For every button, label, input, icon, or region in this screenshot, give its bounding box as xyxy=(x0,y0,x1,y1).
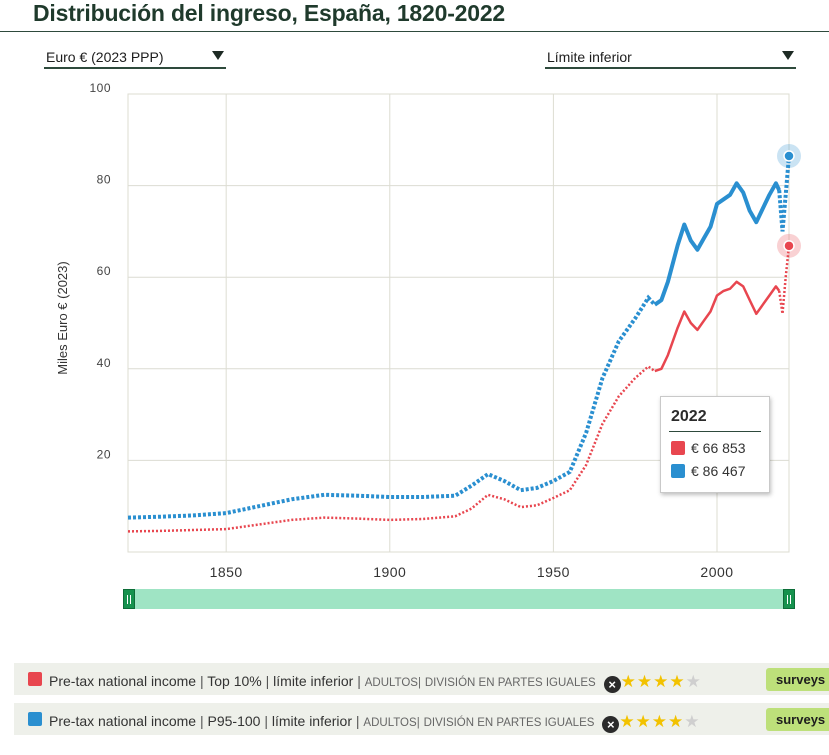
range-end-handle[interactable] xyxy=(783,589,795,609)
y-tick-label: 20 xyxy=(97,447,111,461)
legend-measure: límite inferior xyxy=(271,713,352,729)
y-tick-label: 100 xyxy=(89,81,111,95)
quality-rating-stars: ★★★★★ xyxy=(619,712,701,731)
measure-dropdown[interactable]: Límite inferior xyxy=(545,44,796,69)
unit-dropdown-label: Euro € (2023 PPP) xyxy=(46,49,164,65)
chevron-down-icon xyxy=(782,51,794,60)
tooltip-divider xyxy=(669,431,761,432)
legend-row[interactable]: Pre-tax national income | Top 10% | lími… xyxy=(14,663,829,695)
time-range-slider[interactable] xyxy=(123,589,795,609)
title-bar: Distribución del ingreso, España, 1820-2… xyxy=(0,0,829,32)
y-tick-label: 80 xyxy=(97,173,111,187)
series-line-solid xyxy=(653,181,782,307)
source-tag[interactable]: surveys a xyxy=(766,668,829,691)
legend-row[interactable]: Pre-tax national income | P95-100 | lími… xyxy=(14,703,829,735)
legend-group: Top 10% xyxy=(207,673,262,689)
legend-text: Pre-tax national income | Top 10% | lími… xyxy=(49,672,702,693)
legend-split: DIVISIÓN EN PARTES IGUALES xyxy=(423,717,595,729)
y-axis-label: Miles Euro € (2023) xyxy=(55,261,70,374)
series-endpoint-marker xyxy=(783,150,795,162)
series-line-dotted xyxy=(777,155,791,232)
legend-split: DIVISIÓN EN PARTES IGUALES xyxy=(424,677,596,689)
y-tick-label: 60 xyxy=(97,264,111,278)
tooltip-value-p95: € 86 467 xyxy=(691,463,746,479)
unit-dropdown[interactable]: Euro € (2023 PPP) xyxy=(44,44,226,69)
series-line-dotted xyxy=(127,294,657,520)
legend-series-name: Pre-tax national income xyxy=(49,713,197,729)
tooltip-value-top10: € 66 853 xyxy=(691,440,746,456)
remove-series-icon[interactable]: × xyxy=(603,676,621,693)
range-start-handle[interactable] xyxy=(123,589,135,609)
legend-measure: límite inferior xyxy=(273,673,354,689)
x-tick-label: 2000 xyxy=(700,564,733,580)
line-chart: 20 40 60 80 100 1850 1900 1950 2000 Miles Euro € … xyxy=(55,81,801,580)
tooltip-row-p95: € 86 467 xyxy=(671,463,746,479)
x-tick-label: 1900 xyxy=(373,564,406,580)
series-line-dotted xyxy=(777,245,791,314)
legend-population: ADULTOS xyxy=(363,717,417,729)
series-endpoint-marker xyxy=(783,240,795,252)
legend-series-name: Pre-tax national income xyxy=(49,673,197,689)
page-title: Distribución del ingreso, España, 1820-2… xyxy=(33,0,506,26)
y-tick-label: 40 xyxy=(97,356,111,370)
series-color-swatch xyxy=(671,441,685,455)
source-tag[interactable]: surveys a xyxy=(766,708,829,731)
series-line-solid xyxy=(654,280,781,373)
chart-tooltip: 2022 € 66 853 € 86 467 xyxy=(660,396,770,493)
quality-rating-stars: ★★★★★ xyxy=(620,672,702,691)
series-color-swatch xyxy=(671,464,685,478)
x-tick-label: 1850 xyxy=(210,564,243,580)
series-color-swatch xyxy=(28,712,42,726)
series-color-swatch xyxy=(28,672,42,686)
remove-series-icon[interactable]: × xyxy=(602,716,620,733)
legend-population: ADULTOS xyxy=(364,677,418,689)
legend-group: P95-100 xyxy=(207,713,261,729)
series-line-dotted xyxy=(127,364,656,533)
x-tick-label: 1950 xyxy=(537,564,570,580)
legend-text: Pre-tax national income | P95-100 | lími… xyxy=(49,712,701,733)
tooltip-row-top10: € 66 853 xyxy=(671,440,746,456)
chevron-down-icon xyxy=(212,51,224,60)
measure-dropdown-label: Límite inferior xyxy=(547,49,632,65)
tooltip-year: 2022 xyxy=(671,408,707,425)
